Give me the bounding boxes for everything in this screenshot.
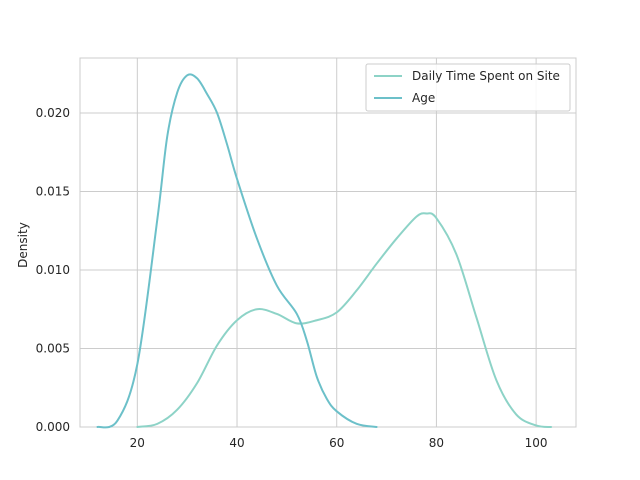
- y-axis-label: Density: [16, 222, 30, 268]
- legend-label-daily-time-spent-on-site: Daily Time Spent on Site: [412, 69, 560, 83]
- legend-label-age: Age: [412, 91, 435, 105]
- series-lines: [96, 73, 553, 429]
- y-tick-label: 0.015: [36, 184, 70, 198]
- y-tick-label: 0.020: [36, 106, 70, 120]
- plot-frame: [79, 57, 577, 428]
- y-tick-label: 0.010: [36, 263, 70, 277]
- legend-box: [365, 63, 571, 112]
- x-tick-label: 60: [329, 436, 344, 450]
- y-tick-label: 0.000: [36, 420, 70, 434]
- legend: Daily Time Spent on Site Age: [365, 63, 571, 112]
- tick-labels: 20 40 60 80 100 0.000 0.005 0.010 0.015 0.020: [36, 106, 548, 450]
- x-tick-label: 80: [429, 436, 444, 450]
- x-tick-label: 40: [229, 436, 244, 450]
- x-tick-label: 20: [130, 436, 145, 450]
- series-line-daily-time-spent-on-site: [136, 212, 553, 428]
- y-tick-label: 0.005: [36, 341, 70, 355]
- series-line-age: [96, 73, 378, 429]
- x-tick-label: 100: [525, 436, 548, 450]
- axes-frame: [79, 57, 577, 428]
